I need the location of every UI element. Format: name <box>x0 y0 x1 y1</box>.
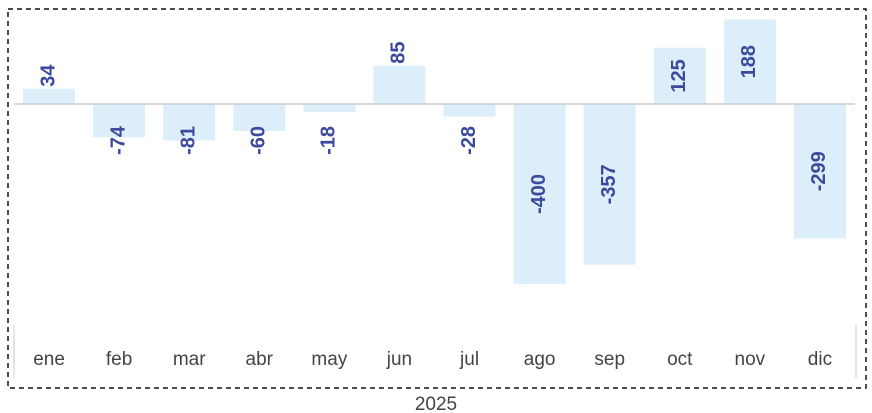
x-tick-label: sep <box>594 349 625 370</box>
bar <box>23 88 76 104</box>
x-tick-label: ene <box>33 349 65 370</box>
x-tick-label: jun <box>386 349 412 370</box>
x-tick-label: abr <box>246 349 274 370</box>
bar <box>233 104 286 131</box>
x-tick-label: mar <box>173 349 206 370</box>
x-tick-label: dic <box>808 349 832 370</box>
value-label: 34 <box>37 64 59 87</box>
value-label: 125 <box>668 59 690 92</box>
value-label: 188 <box>738 45 760 78</box>
value-label: -18 <box>318 126 340 155</box>
value-label: -299 <box>808 151 830 191</box>
x-tick-label: jul <box>459 349 479 370</box>
bar <box>443 104 496 117</box>
value-label: -60 <box>248 126 270 155</box>
value-label: -74 <box>107 125 129 155</box>
bar <box>583 104 636 265</box>
value-label: -28 <box>458 126 480 155</box>
bar <box>723 19 776 104</box>
x-axis-label: 2025 <box>415 394 457 413</box>
value-label: -400 <box>528 174 550 214</box>
x-tick-label: feb <box>106 349 132 370</box>
bar <box>653 47 706 104</box>
bar <box>373 65 426 104</box>
chart-frame <box>7 8 867 389</box>
bar <box>93 104 146 138</box>
x-tick-label: nov <box>735 349 766 370</box>
x-tick-label: may <box>311 349 347 370</box>
x-tick-label: ago <box>524 349 556 370</box>
bar <box>303 104 356 113</box>
x-tick-label: oct <box>667 349 693 370</box>
value-label: 85 <box>388 42 410 64</box>
value-label: -81 <box>177 126 199 155</box>
value-label: -357 <box>598 164 620 204</box>
bar <box>163 104 216 141</box>
bar <box>513 104 566 284</box>
bar <box>793 104 846 239</box>
